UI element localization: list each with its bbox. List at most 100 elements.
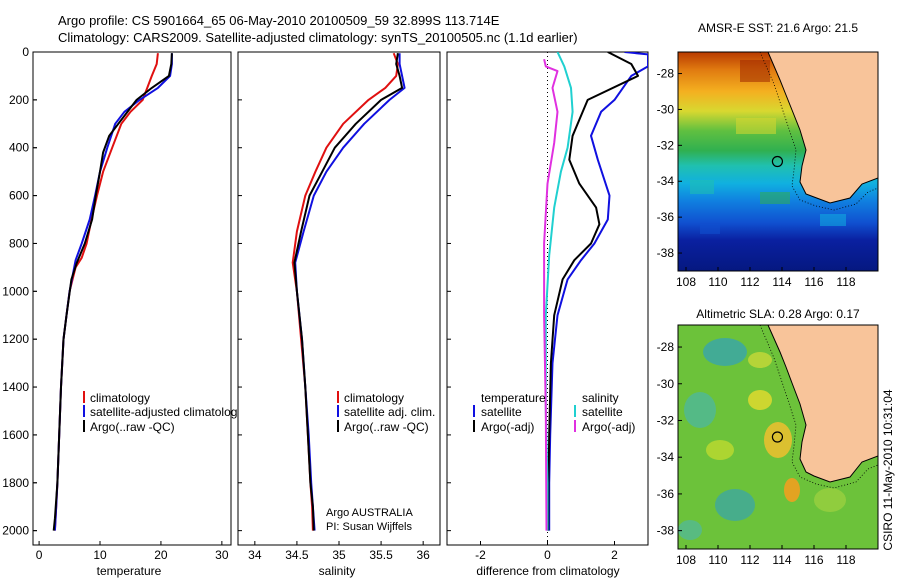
sst-lon-tick-label: 118 <box>836 275 855 289</box>
legend-heading-temperature: temperature <box>481 391 546 405</box>
salinity-x-tick-label: 36 <box>416 548 430 562</box>
legend-label-temp-argo: Argo(-adj) <box>481 420 534 434</box>
sla-map-panel: Altimetric SLA: 0.28 Argo: 0.17 108 110 11… <box>657 307 879 567</box>
sla-lat-tick-label: -36 <box>657 487 675 501</box>
sst-lat-tick-label: -36 <box>657 210 675 224</box>
legend-label-satellite-adj: satellite adj. clim. <box>344 405 435 419</box>
sst-patch <box>760 192 790 204</box>
sst-field-texture <box>690 60 846 234</box>
temperature-panel: 0 200 400 600 800 1000 1200 1400 1600 1800 2000 0 1… <box>2 45 243 578</box>
difference-x-ticks: -2 0 2 <box>447 51 618 562</box>
difference-panel: -2 0 2 difference from climatology tempera… <box>446 51 649 578</box>
depth-tick-label: 1000 <box>2 284 29 298</box>
sst-lat-tick-label: -28 <box>657 67 675 81</box>
sst-lon-tick-label: 110 <box>708 275 727 289</box>
difference-x-tick-label: 0 <box>544 548 551 562</box>
annotation-program: Argo AUSTRALIA <box>326 507 413 519</box>
sla-lat-tick-label: -32 <box>657 413 675 427</box>
sst-patch <box>700 224 720 234</box>
depth-tick-label: 200 <box>9 93 29 107</box>
timestamp-stamp: CSIRO 11-May-2010 10:31:04 <box>881 389 895 551</box>
sla-blob <box>706 440 734 460</box>
sst-patch <box>736 118 776 134</box>
depth-tick-label: 2000 <box>2 524 29 538</box>
sst-map-title: AMSR-E SST: 21.6 Argo: 21.5 <box>698 21 858 35</box>
temperature-xlabel: temperature <box>97 564 162 578</box>
depth-tick-label: 1400 <box>2 380 29 394</box>
temperature-axes <box>32 51 232 546</box>
salinity-series <box>291 52 406 531</box>
sst-lat-tick-label: -32 <box>657 138 675 152</box>
sla-lat-ticks: -28 -30 -32 -34 -36 -38 <box>657 340 682 538</box>
legend-label-argo: Argo(..raw -QC) <box>344 420 429 434</box>
depth-tick-label: 1200 <box>2 332 29 346</box>
sla-lon-ticks: 108 110 112 114 116 118 <box>676 545 856 567</box>
sla-blob <box>703 338 747 366</box>
sla-lon-tick-label: 116 <box>804 553 823 567</box>
depth-tick-label: 400 <box>9 141 29 155</box>
difference-x-tick-label: 2 <box>611 548 618 562</box>
legend-heading-salinity: salinity <box>582 391 619 405</box>
sla-map-title: Altimetric SLA: 0.28 Argo: 0.17 <box>696 307 860 321</box>
sla-shelf-contour <box>759 325 878 489</box>
sla-lat-tick-label: -34 <box>657 450 675 464</box>
sla-lat-tick-label: -38 <box>657 524 675 538</box>
sla-blob <box>748 352 772 368</box>
series-line-salinity-argo-adj- <box>543 58 559 531</box>
temperature-x-ticks: 0 10 20 30 <box>33 51 229 562</box>
sla-blob <box>684 392 716 428</box>
difference-xlabel: difference from climatology <box>476 564 619 578</box>
sla-lat-tick-label: -30 <box>657 377 675 391</box>
sst-lat-tick-label: -30 <box>657 102 675 116</box>
sla-lon-tick-label: 108 <box>676 553 696 567</box>
sla-blob <box>678 520 702 540</box>
legend-label-climatology: climatology <box>344 391 404 405</box>
salinity-x-tick-label: 35 <box>332 548 346 562</box>
sla-lon-tick-label: 114 <box>772 553 791 567</box>
legend-label-sal-satellite: satellite <box>582 405 623 419</box>
sst-lon-tick-label: 108 <box>676 275 696 289</box>
difference-legend: temperature satellite Argo(-adj) salinit… <box>473 391 635 434</box>
legend-label-climatology: climatology <box>90 391 150 405</box>
sla-blob <box>814 488 846 512</box>
sst-lon-tick-label: 116 <box>804 275 823 289</box>
difference-series <box>543 52 648 531</box>
sst-land <box>768 52 878 203</box>
series-line-argo-raw-qc- <box>52 53 173 531</box>
depth-tick-label: 1600 <box>2 428 29 442</box>
legend-label-argo: Argo(..raw -QC) <box>90 420 175 434</box>
sla-blob <box>715 489 755 521</box>
temperature-x-tick-label: 10 <box>93 548 107 562</box>
sla-anomaly-blobs <box>678 338 846 540</box>
salinity-x-tick-label: 34.5 <box>285 548 309 562</box>
series-line-temperature-satellite <box>548 52 648 531</box>
figure-title-line2: Climatology: CARS2009. Satellite-adjuste… <box>58 30 578 45</box>
temperature-x-tick-label: 20 <box>154 548 168 562</box>
sst-lon-ticks: 108 110 112 114 116 118 <box>676 267 856 289</box>
sla-argo-location-marker <box>771 431 784 443</box>
salinity-x-ticks: 34 34.5 35 35.5 36 <box>238 51 430 562</box>
depth-ticks: 0 200 400 600 800 1000 1200 1400 1600 1800 2000 <box>2 45 37 538</box>
figure-title-line1: Argo profile: CS 5901664_65 06-May-2010 … <box>58 13 500 28</box>
sla-lon-tick-label: 118 <box>836 553 855 567</box>
sla-lat-tick-label: -28 <box>657 340 675 354</box>
sst-lat-tick-label: -38 <box>657 246 675 260</box>
sst-lon-tick-label: 112 <box>740 275 759 289</box>
difference-x-tick-label: -2 <box>475 548 486 562</box>
sst-map-frame <box>677 51 879 272</box>
salinity-legend: climatology satellite adj. clim. Argo(..… <box>337 391 435 434</box>
legend-label-satellite-adjusted: satellite-adjusted climatology <box>90 405 243 419</box>
sla-lon-tick-label: 112 <box>740 553 759 567</box>
sla-coastline <box>767 325 878 483</box>
sst-patch <box>690 180 714 194</box>
sst-lat-tick-label: -34 <box>657 174 675 188</box>
sla-map-field <box>678 325 878 549</box>
salinity-axes <box>237 51 441 546</box>
salinity-x-tick-label: 34 <box>248 548 262 562</box>
sst-patch <box>820 214 846 226</box>
sla-lon-tick-label: 110 <box>708 553 727 567</box>
sst-map-field <box>678 52 878 271</box>
sla-blob <box>748 390 772 410</box>
depth-tick-label: 800 <box>9 236 29 250</box>
